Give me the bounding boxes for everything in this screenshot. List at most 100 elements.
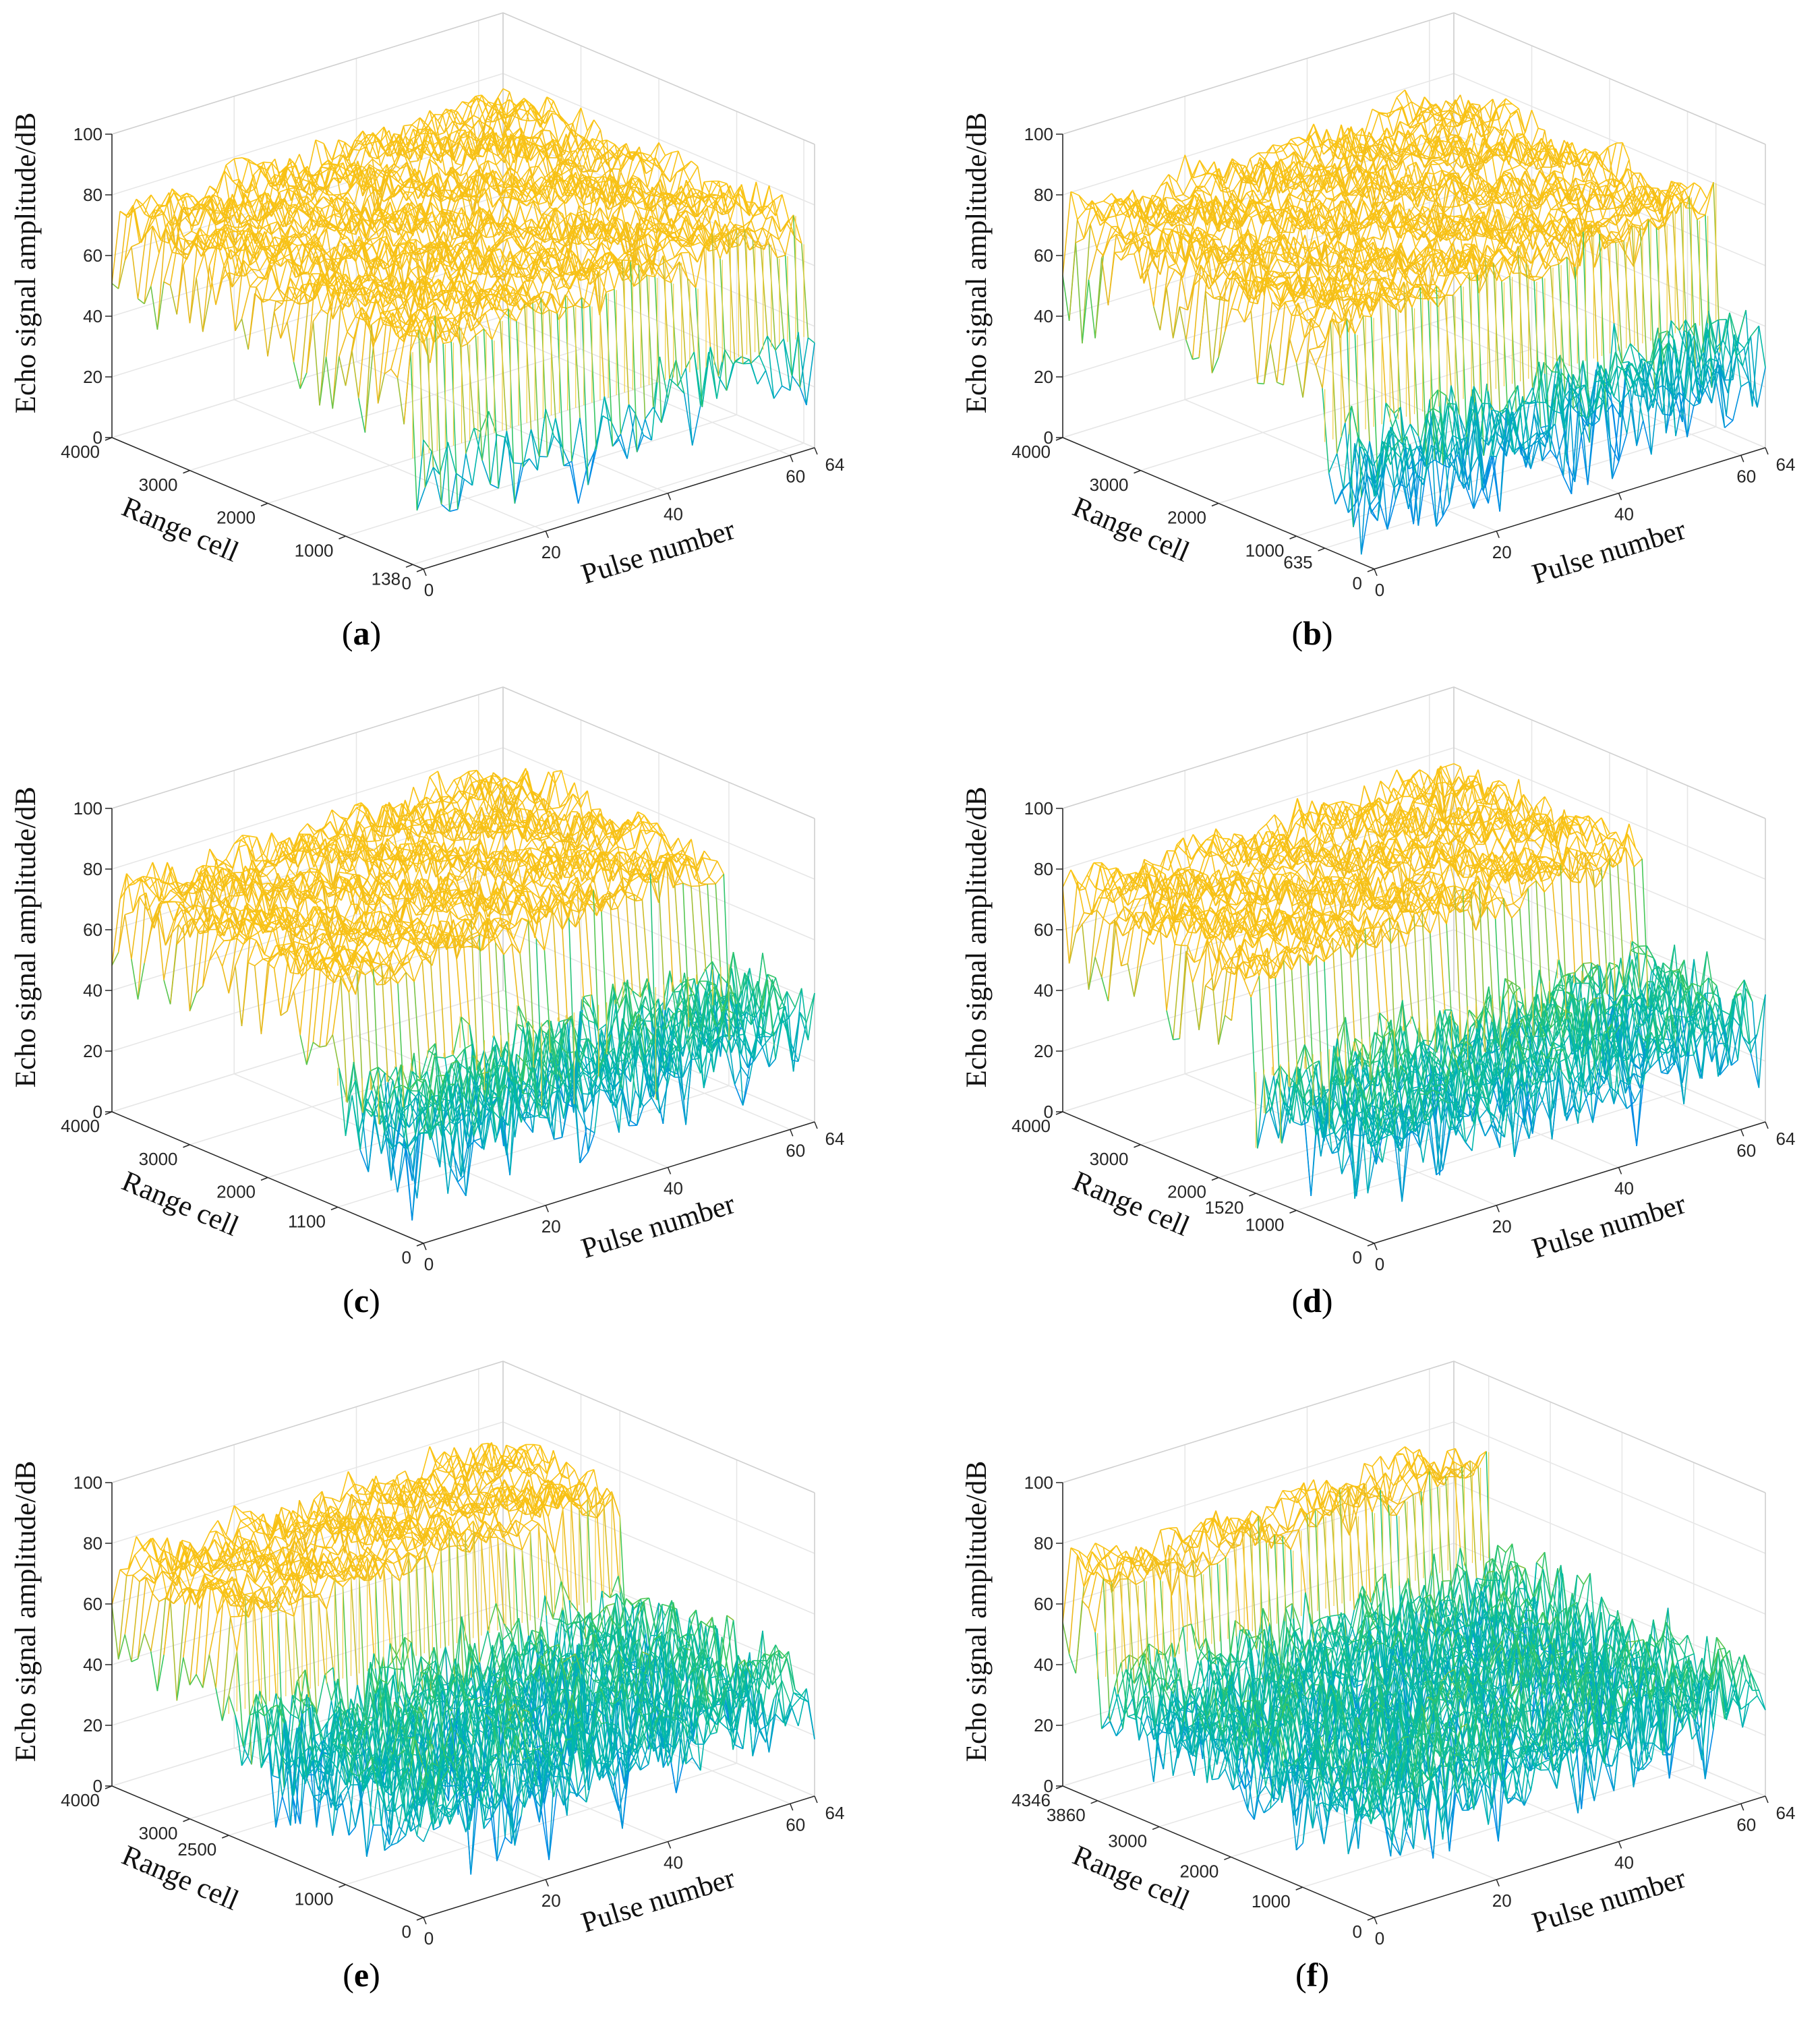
mesh-segment [360,256,368,263]
mesh-segment [688,252,697,288]
mesh-segment [436,241,444,272]
mesh-segment [666,261,674,270]
mesh-segment [371,285,380,292]
mesh-segment [345,351,353,386]
y-tick-label: 1000 [295,540,334,560]
mesh-segment [490,135,498,147]
x-tick-label: 60 [786,466,805,486]
mesh-segment [448,220,458,236]
mesh-segment [468,169,477,179]
mesh-segment [678,215,687,237]
mesh-segment [563,212,571,220]
mesh-segment [462,100,469,104]
mesh-segment [1399,121,1409,127]
mesh-segment [355,307,363,318]
mesh-segment [349,254,357,262]
mesh-segment [274,198,282,207]
mesh-segment [601,241,610,251]
mesh-segment [511,292,519,297]
mesh-segment [254,233,262,235]
mesh-segment [396,212,404,224]
mesh-segment [315,140,323,168]
mesh-segment [413,308,421,325]
mesh-segment [382,143,390,149]
mesh-segment [154,209,163,212]
mesh-segment [755,227,763,247]
mesh-segment [218,230,227,249]
mesh-segment [452,214,461,237]
mesh-segment [684,160,692,169]
mesh-segment [158,205,166,208]
mesh-segment [462,295,470,303]
mesh-segment [126,204,134,216]
mesh-segment [531,150,541,179]
mesh-segment [573,305,581,418]
mesh-segment [357,160,365,191]
mesh-segment [1070,191,1080,196]
mesh-segment [288,241,296,278]
mesh-segment [441,504,450,512]
mesh-segment [568,290,576,306]
mesh-segment [425,255,433,274]
mesh-segment [491,320,501,340]
mesh-segment [620,156,630,171]
mesh-segment [131,242,140,247]
mesh-segment [147,216,156,231]
mesh-segment [384,315,392,326]
mesh-segment [347,316,356,332]
mesh-segment [347,140,355,161]
mesh-segment [491,339,500,489]
mesh-segment [513,188,523,197]
mesh-segment [167,223,175,244]
x-tick-label: 40 [664,504,683,525]
mesh-segment [312,262,319,265]
mesh-segment [552,237,560,244]
mesh-segment [215,279,223,305]
mesh-segment [690,246,698,263]
mesh-segment [685,210,693,229]
mesh-segment [572,150,580,165]
mesh-segment [179,196,189,218]
mesh-segment [368,258,376,282]
mesh-segment [434,258,440,260]
mesh-segment [471,310,480,325]
mesh-segment [500,197,508,212]
mesh-segment [659,194,668,199]
mesh-segment [585,141,593,150]
mesh-segment [261,166,269,183]
mesh-segment [514,286,524,307]
mesh-segment [552,187,560,200]
mesh-segment [153,210,162,241]
mesh-segment [270,227,280,235]
mesh-segment [405,330,413,334]
mesh-segment [606,140,616,146]
mesh-segment [463,122,471,132]
mesh-segment [526,260,535,270]
mesh-segment [175,216,183,253]
mesh-segment [711,232,720,377]
mesh-segment [546,96,554,102]
mesh-segment [367,232,376,241]
mesh-segment [732,186,740,206]
mesh-segment [398,242,407,245]
mesh-segment [524,229,532,249]
mesh-segment [548,143,556,158]
mesh-segment [517,98,525,107]
mesh-segment [465,241,473,274]
mesh-segment [731,192,739,200]
mesh-segment [430,202,440,212]
mesh-segment [411,124,419,130]
mesh-segment [450,341,459,510]
mesh-segment [324,196,332,220]
mesh-segment [648,233,656,253]
mesh-segment [380,236,387,239]
mesh-segment [651,182,659,192]
mesh-segment [760,246,768,336]
mesh-segment [506,430,516,504]
mesh-segment [482,136,491,152]
mesh-segment [363,241,372,246]
mesh-segment [442,241,451,267]
y-tick-label: 3000 [139,475,178,495]
mesh-segment [552,170,562,176]
mesh-segment [344,171,353,180]
